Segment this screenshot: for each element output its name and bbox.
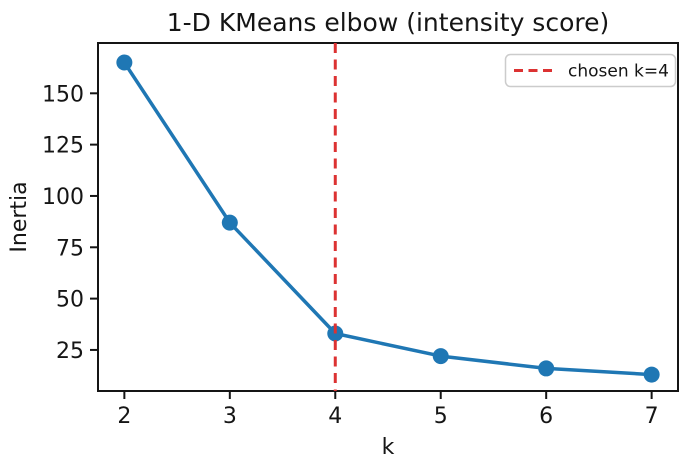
x-tick-label: 6 xyxy=(539,404,553,429)
y-axis-ticks: 25 50 75 100 125 150 xyxy=(42,82,98,364)
y-tick-label: 50 xyxy=(56,288,84,313)
y-axis-label: Inertia xyxy=(7,181,32,252)
data-point-k5 xyxy=(432,348,449,365)
legend: chosen k=4 xyxy=(504,53,677,88)
data-point-k2 xyxy=(116,54,133,71)
x-tick-label: 4 xyxy=(328,404,342,429)
data-point-k4 xyxy=(327,325,344,342)
y-tick-label: 100 xyxy=(42,185,84,210)
inertia-line xyxy=(122,60,654,377)
data-point-k6 xyxy=(538,360,555,377)
x-axis-ticks: 2 3 4 5 6 7 xyxy=(117,391,659,429)
plot-border xyxy=(97,42,679,392)
legend-box xyxy=(504,53,677,88)
y-tick-label: 125 xyxy=(42,134,84,159)
legend-entry-label: chosen k=4 xyxy=(568,62,669,82)
series-line-group xyxy=(116,54,660,383)
x-tick-label: 5 xyxy=(434,404,448,429)
data-point-k7 xyxy=(643,366,660,383)
y-tick-label: 75 xyxy=(56,236,84,261)
x-tick-label: 3 xyxy=(223,404,237,429)
chart-title: 1-D KMeans elbow (intensity score) xyxy=(167,8,610,37)
y-tick-label: 150 xyxy=(42,82,84,107)
y-tick-label: 25 xyxy=(56,339,84,364)
x-tick-label: 7 xyxy=(645,404,659,429)
x-axis-label: k xyxy=(382,435,395,460)
x-tick-label: 2 xyxy=(117,404,131,429)
data-point-k3 xyxy=(221,214,238,231)
